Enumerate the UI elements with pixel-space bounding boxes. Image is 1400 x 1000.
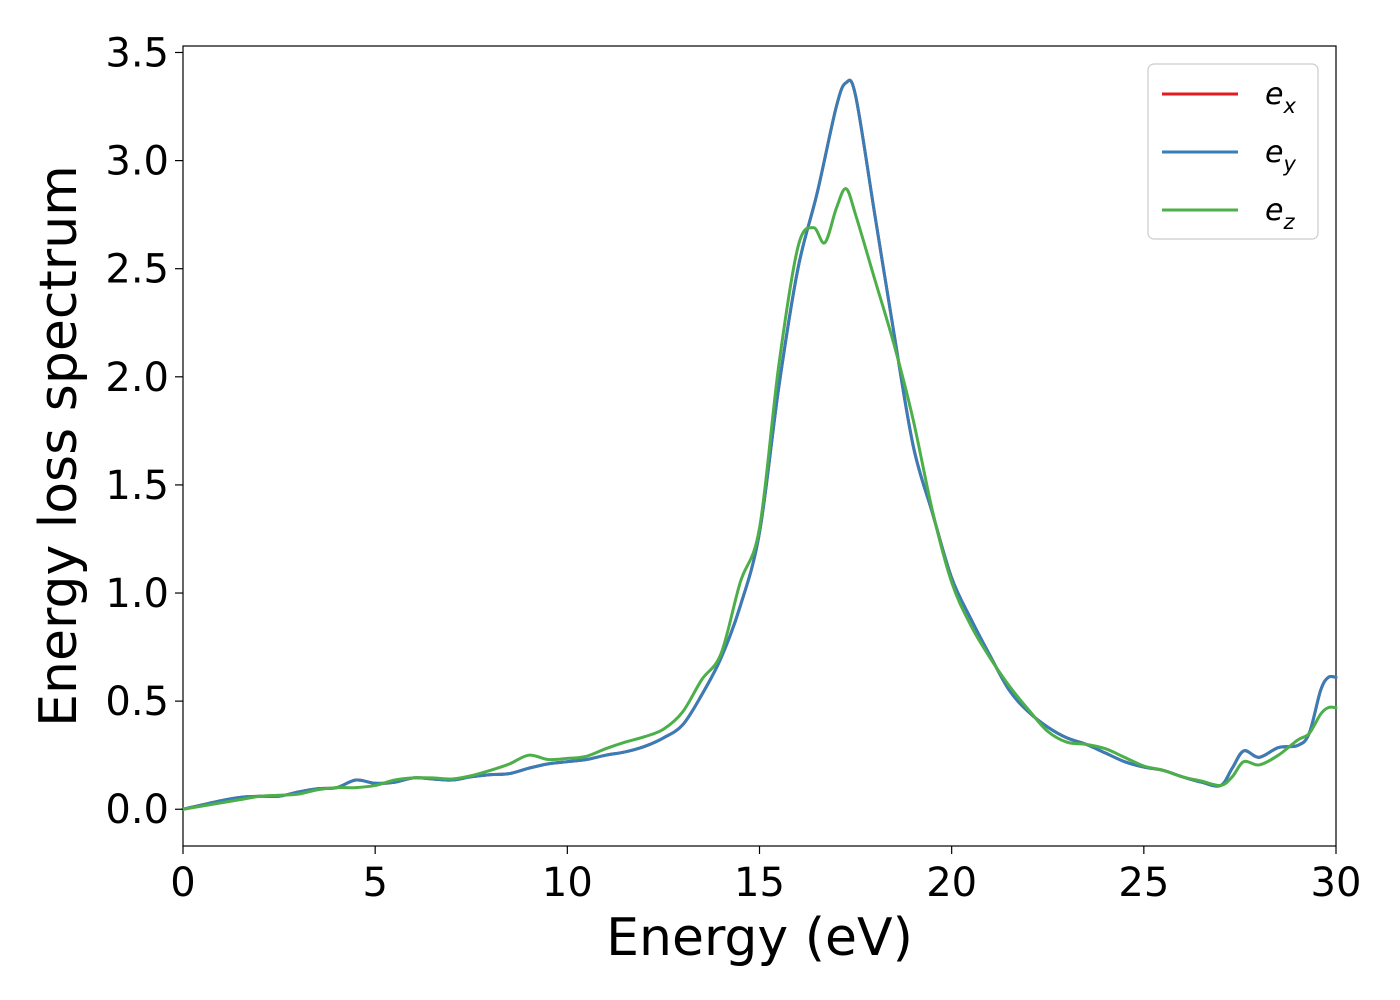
x-tick-label: 30	[1311, 860, 1362, 906]
legend-label: ex	[1265, 77, 1296, 118]
legend-label-subscript: x	[1282, 94, 1296, 118]
legend-label-main: e	[1265, 77, 1283, 112]
series-layer	[181, 78, 1338, 811]
x-axis: 0 5 10 15 20 25 30	[170, 846, 1361, 906]
legend-label-main: e	[1265, 193, 1283, 228]
x-axis-label: Energy (eV)	[606, 908, 913, 968]
x-tick-label: 0	[170, 860, 195, 906]
legend-label: ez	[1265, 193, 1295, 234]
y-tick-label: 1.5	[105, 463, 169, 509]
x-tick-label: 15	[734, 860, 785, 906]
x-tick-label: 5	[362, 860, 387, 906]
y-axis: 0.0 0.5 1.0 1.5 2.0 2.5 3.0 3.5	[105, 30, 183, 833]
series-line-e-z	[181, 187, 1338, 811]
legend-label-main: e	[1265, 135, 1283, 170]
y-axis-label: Energy loss spectrum	[29, 165, 89, 727]
y-tick-label: 3.5	[105, 30, 169, 76]
x-tick-label: 20	[926, 860, 977, 906]
y-tick-label: 2.5	[105, 247, 169, 293]
y-tick-label: 1.0	[105, 571, 169, 617]
x-tick-label: 25	[1118, 860, 1169, 906]
legend-label-subscript: y	[1282, 152, 1296, 176]
y-tick-label: 0.0	[105, 787, 169, 833]
legend-label: ey	[1265, 135, 1296, 176]
y-tick-label: 0.5	[105, 679, 169, 725]
x-tick-label: 10	[542, 860, 593, 906]
y-tick-label: 3.0	[105, 139, 169, 185]
legend-label-subscript: z	[1282, 210, 1295, 234]
y-tick-label: 2.0	[105, 355, 169, 401]
